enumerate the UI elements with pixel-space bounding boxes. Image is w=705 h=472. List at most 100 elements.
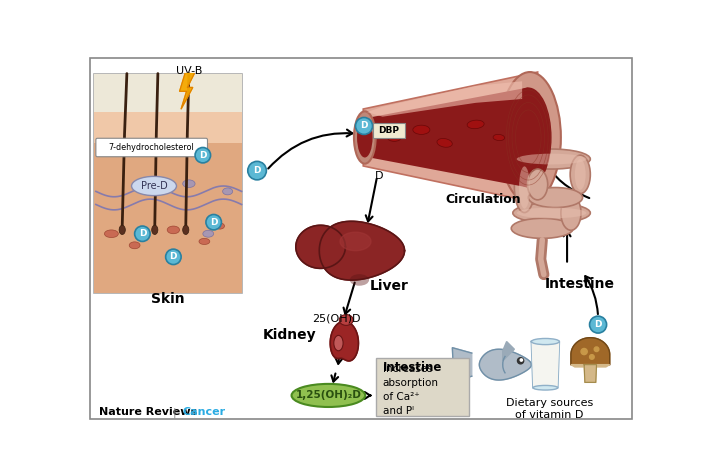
Text: |: | (173, 407, 177, 418)
Polygon shape (367, 81, 522, 117)
Ellipse shape (119, 225, 125, 235)
Ellipse shape (528, 187, 582, 208)
Circle shape (247, 161, 266, 180)
Text: D: D (360, 121, 368, 130)
Ellipse shape (413, 125, 430, 135)
Circle shape (589, 354, 594, 359)
Polygon shape (571, 365, 610, 367)
Circle shape (520, 359, 522, 361)
Ellipse shape (183, 225, 189, 235)
Circle shape (135, 226, 150, 242)
FancyBboxPatch shape (90, 58, 632, 419)
Ellipse shape (129, 242, 140, 249)
FancyBboxPatch shape (94, 74, 242, 112)
Text: 1,25(OH)₂D: 1,25(OH)₂D (295, 390, 362, 400)
Ellipse shape (532, 338, 559, 345)
Text: D: D (594, 320, 602, 329)
Ellipse shape (203, 230, 214, 237)
FancyBboxPatch shape (372, 123, 405, 138)
Text: D: D (139, 229, 146, 238)
Polygon shape (479, 349, 532, 380)
Circle shape (581, 348, 587, 354)
Ellipse shape (387, 134, 401, 141)
Polygon shape (571, 337, 610, 365)
Ellipse shape (292, 384, 365, 407)
Ellipse shape (350, 274, 369, 286)
Ellipse shape (104, 230, 118, 237)
Circle shape (166, 249, 181, 264)
Polygon shape (453, 348, 472, 381)
Polygon shape (503, 342, 515, 361)
Ellipse shape (167, 226, 180, 234)
Text: Pre-D: Pre-D (140, 181, 167, 191)
Text: Circulation: Circulation (446, 193, 521, 206)
Ellipse shape (517, 208, 587, 219)
Polygon shape (319, 221, 405, 280)
Circle shape (206, 214, 221, 230)
Circle shape (355, 118, 372, 135)
Ellipse shape (511, 219, 573, 238)
Text: D: D (170, 253, 177, 261)
Polygon shape (296, 225, 345, 269)
Text: Cancer: Cancer (183, 407, 226, 417)
Ellipse shape (517, 154, 587, 164)
FancyBboxPatch shape (94, 112, 242, 143)
Ellipse shape (561, 195, 581, 230)
Ellipse shape (357, 118, 372, 158)
Ellipse shape (132, 177, 176, 195)
FancyBboxPatch shape (96, 138, 207, 157)
Ellipse shape (533, 386, 558, 390)
Ellipse shape (183, 180, 195, 187)
Text: Increases
absorption
of Ca²⁺
and Pᴵ: Increases absorption of Ca²⁺ and Pᴵ (383, 364, 439, 416)
Ellipse shape (513, 203, 590, 223)
Text: 25(OH)D: 25(OH)D (312, 313, 360, 323)
Polygon shape (330, 321, 358, 361)
Ellipse shape (152, 225, 158, 235)
Polygon shape (366, 87, 528, 187)
Text: D: D (210, 218, 217, 227)
Ellipse shape (505, 87, 551, 187)
Ellipse shape (527, 169, 548, 200)
Polygon shape (584, 365, 596, 382)
Text: DBP: DBP (379, 126, 399, 135)
Ellipse shape (515, 162, 534, 212)
Ellipse shape (199, 238, 210, 244)
Text: 7-dehydrocholesterol: 7-dehydrocholesterol (109, 143, 195, 152)
FancyBboxPatch shape (94, 74, 242, 293)
Ellipse shape (499, 72, 561, 203)
Text: UV-B: UV-B (176, 66, 202, 76)
Text: Dietary sources
of vitamin D: Dietary sources of vitamin D (505, 398, 593, 420)
Ellipse shape (333, 336, 343, 351)
Text: D: D (199, 151, 207, 160)
Polygon shape (532, 343, 558, 386)
FancyBboxPatch shape (94, 143, 242, 293)
Polygon shape (180, 74, 195, 109)
Circle shape (594, 347, 599, 352)
Ellipse shape (570, 155, 590, 194)
Text: D: D (253, 166, 261, 175)
Polygon shape (363, 72, 538, 203)
Text: Liver: Liver (369, 279, 408, 293)
Ellipse shape (354, 111, 376, 164)
Ellipse shape (339, 315, 353, 325)
Ellipse shape (575, 159, 586, 190)
FancyBboxPatch shape (376, 358, 470, 416)
Ellipse shape (215, 223, 224, 229)
Ellipse shape (223, 188, 233, 195)
Text: D: D (374, 171, 383, 181)
Ellipse shape (519, 166, 530, 209)
Circle shape (589, 316, 606, 333)
Circle shape (195, 147, 211, 163)
Ellipse shape (467, 120, 484, 129)
Text: Intestine: Intestine (545, 277, 615, 291)
Text: Skin: Skin (151, 292, 185, 306)
Ellipse shape (513, 149, 590, 169)
Text: Nature Reviews: Nature Reviews (99, 407, 197, 417)
Polygon shape (340, 232, 371, 251)
Circle shape (517, 358, 524, 364)
Text: Kidney: Kidney (263, 329, 317, 342)
Polygon shape (532, 342, 559, 388)
Ellipse shape (437, 138, 453, 147)
Text: Intestine: Intestine (383, 361, 442, 374)
Ellipse shape (493, 135, 505, 141)
